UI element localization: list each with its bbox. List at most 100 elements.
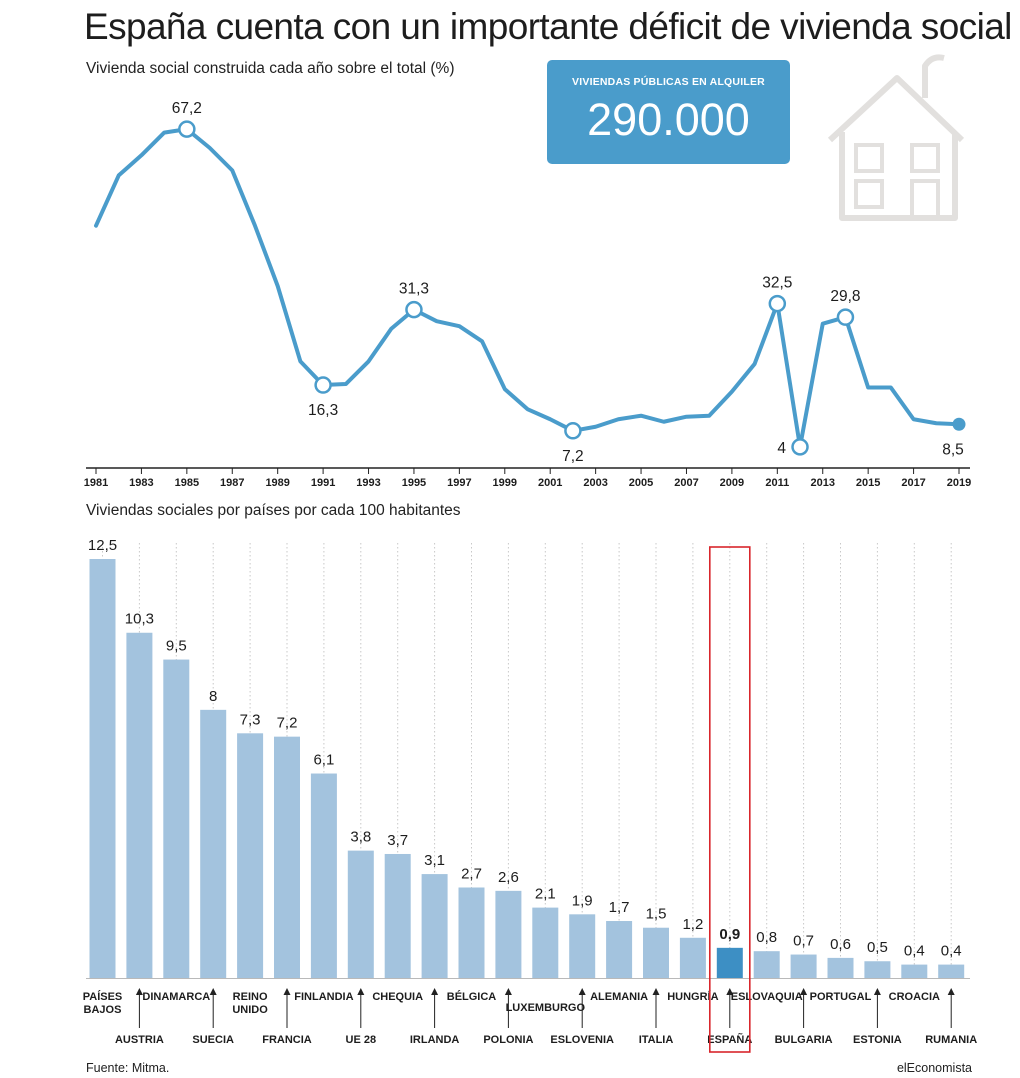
data-point: [836, 308, 855, 326]
category-label-line: UE 28: [346, 1034, 377, 1046]
bar-value-label: 0,6: [830, 936, 851, 953]
data-label: 7,2: [562, 448, 584, 465]
callout-label: VIVIENDAS PÚBLICAS EN ALQUILER: [572, 76, 765, 88]
bar: [827, 957, 854, 978]
bar: [89, 559, 116, 978]
bar-value-label: 0,5: [867, 939, 888, 956]
category-label-line: ESLOVENIA: [550, 1034, 614, 1046]
x-tick-label: 2019: [947, 477, 971, 489]
x-tick-label: 1987: [220, 477, 244, 489]
category-label: FINLANDIA: [294, 991, 353, 1003]
x-tick-label: 2013: [810, 477, 834, 489]
data-point: [178, 120, 196, 138]
arrow-up-icon: [947, 988, 955, 995]
bar-value-label: 0,4: [904, 943, 925, 960]
category-label: ESTONIA: [853, 1034, 902, 1046]
bar: [237, 733, 264, 978]
category-label-line: DINAMARCA: [142, 991, 210, 1003]
bar: [458, 887, 485, 978]
rental-housing-callout: VIVIENDAS PÚBLICAS EN ALQUILER 290.000: [547, 60, 790, 164]
bar: [310, 773, 337, 978]
bar: [606, 921, 633, 978]
category-label-line: FINLANDIA: [294, 991, 353, 1003]
category-label: DINAMARCA: [142, 991, 210, 1003]
page-title: España cuenta con un importante déficit …: [84, 6, 1012, 47]
bar: [679, 937, 706, 978]
bar-value-label: 1,5: [646, 906, 667, 923]
bar: [495, 890, 522, 978]
category-label: LUXEMBURGO: [506, 1002, 586, 1014]
x-tick-label: 2007: [674, 477, 698, 489]
arrow-up-icon: [357, 988, 365, 995]
category-label: BULGARIA: [775, 1034, 833, 1046]
bar: [790, 954, 817, 978]
bar-value-label: 2,1: [535, 886, 556, 903]
category-label: BÉLGICA: [447, 990, 497, 1003]
category-label-line: AUSTRIA: [115, 1034, 164, 1046]
category-label: RUMANIA: [925, 1034, 977, 1046]
house-window: [854, 179, 884, 209]
category-label: PORTUGAL: [810, 991, 872, 1003]
category-label: CROACIA: [889, 991, 940, 1003]
category-label-line: PAÍSES: [83, 990, 123, 1003]
bar: [864, 961, 891, 978]
bar: [753, 951, 780, 978]
arrow-up-icon: [209, 988, 217, 995]
category-label: REINO UNIDO: [232, 991, 268, 1016]
data-label: 32,5: [762, 275, 792, 292]
data-label: 31,3: [399, 281, 429, 298]
category-label: AUSTRIA: [115, 1034, 164, 1046]
house-walls: [839, 132, 958, 221]
bar: [901, 964, 928, 978]
category-label: UE 28: [346, 1034, 377, 1046]
bar: [716, 947, 743, 978]
house-roof: [827, 75, 965, 143]
category-label: ITALIA: [639, 1034, 674, 1046]
arrow-up-icon: [504, 988, 512, 995]
category-label-line: POLONIA: [483, 1034, 533, 1046]
bar-value-label: 0,9: [719, 926, 740, 943]
data-label: 4: [777, 440, 786, 457]
data-label: 8,5: [942, 441, 964, 458]
bar: [200, 709, 227, 978]
bar: [643, 927, 669, 978]
category-label: SUECIA: [192, 1034, 234, 1046]
category-label: POLONIA: [483, 1034, 533, 1046]
category-label-line: ALEMANIA: [590, 991, 648, 1003]
arrow-up-icon: [431, 988, 439, 995]
data-point: [791, 438, 809, 456]
x-tick-label: 2009: [720, 477, 744, 489]
bar-value-label: 10,3: [125, 611, 154, 628]
category-label: PAÍSES BAJOS: [83, 990, 123, 1016]
arrow-up-icon: [652, 988, 660, 995]
x-tick-label: 1989: [265, 477, 289, 489]
category-label: ESPAÑA: [707, 1033, 752, 1046]
category-label-line: PORTUGAL: [810, 991, 872, 1003]
x-tick-label: 1985: [175, 477, 199, 489]
bar-value-label: 3,1: [424, 852, 445, 869]
data-label: 67,2: [172, 100, 202, 117]
category-label-line: ITALIA: [639, 1034, 674, 1046]
arrow-up-icon: [283, 988, 291, 995]
bar: [421, 874, 448, 978]
data-point: [768, 294, 787, 313]
bar-chart-title: Viviendas sociales por países por cada 1…: [86, 502, 461, 519]
category-label-line: UNIDO: [232, 1004, 268, 1016]
arrow-up-icon: [726, 988, 734, 995]
data-point: [564, 422, 582, 440]
bar-value-label: 2,6: [498, 869, 519, 886]
x-tick-label: 2003: [583, 477, 607, 489]
x-tick-label: 2017: [901, 477, 925, 489]
category-label-line: BÉLGICA: [447, 990, 497, 1003]
x-tick-label: 1999: [493, 477, 517, 489]
category-label-line: ESLOVAQUIA: [731, 991, 803, 1003]
x-tick-label: 1981: [84, 477, 108, 489]
bar: [938, 964, 965, 978]
bar-value-label: 2,7: [461, 865, 482, 882]
x-tick-label: 2005: [629, 477, 653, 489]
house-chimney: [922, 54, 945, 98]
bar-value-label: 7,2: [277, 715, 298, 732]
category-label-line: SUECIA: [192, 1034, 234, 1046]
arrow-up-icon: [135, 988, 143, 995]
